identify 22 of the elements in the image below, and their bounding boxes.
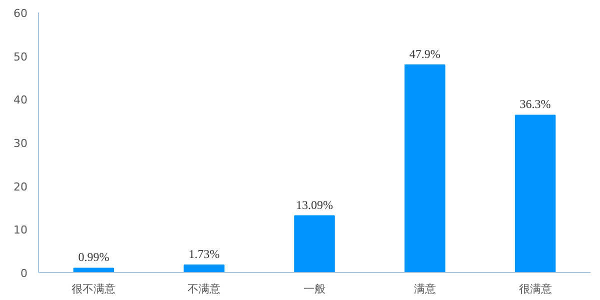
- bar: [184, 264, 224, 272]
- data-label: 1.73%: [188, 247, 220, 262]
- y-tick-label: 50: [14, 50, 28, 64]
- bar: [404, 64, 446, 272]
- y-tick-label: 20: [14, 180, 28, 194]
- bar: [73, 268, 114, 272]
- data-label: 0.99%: [78, 250, 110, 264]
- x-tick-label: 很不满意: [72, 282, 116, 296]
- data-label: 36.3%: [520, 97, 551, 112]
- y-tick-label: 40: [14, 94, 28, 107]
- bar: [294, 215, 335, 272]
- y-tick-label: 0: [20, 267, 28, 280]
- x-tick-label: 不满意: [188, 282, 221, 296]
- bar: [514, 114, 556, 272]
- x-tick-label: 很满意: [518, 282, 552, 296]
- y-tick-label: 10: [14, 224, 28, 237]
- x-tick-label: 满意: [414, 282, 436, 296]
- data-label: 47.9%: [409, 46, 440, 61]
- x-tick-label: 一般: [304, 284, 326, 296]
- y-tick-label: 30: [14, 137, 28, 150]
- data-label: 13.09%: [296, 198, 333, 212]
- y-tick-label: 60: [14, 7, 28, 20]
